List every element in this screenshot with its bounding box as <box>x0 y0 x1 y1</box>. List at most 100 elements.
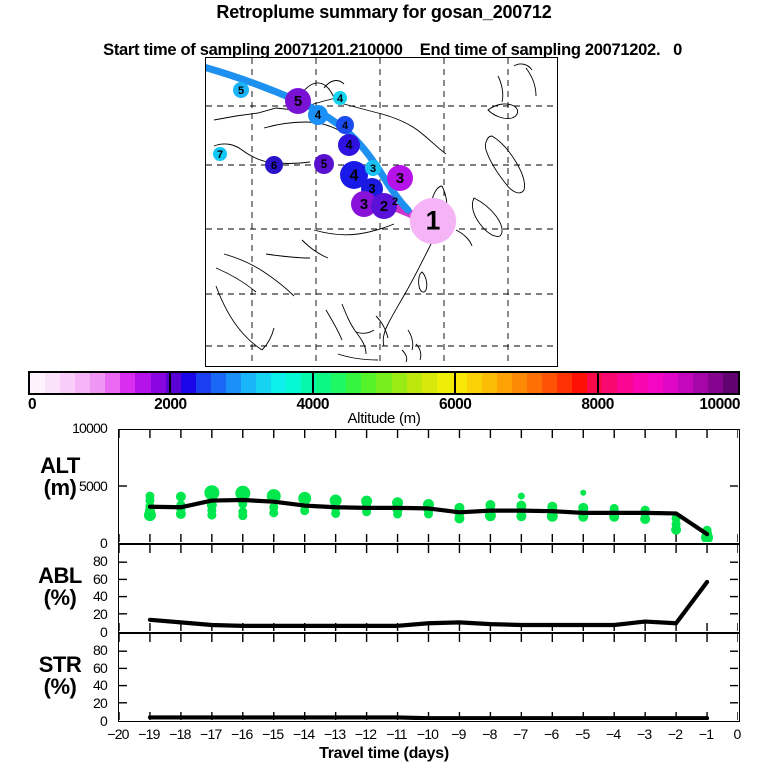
colorbar-band-0 <box>30 373 46 393</box>
xtick--18: −18 <box>169 726 191 742</box>
xtick--11: −11 <box>386 726 407 742</box>
alt-point <box>145 491 155 501</box>
colorbar-band-35 <box>557 373 573 393</box>
abl-label-line1: ABL <box>38 563 82 588</box>
map-marker-6: 6 <box>265 156 283 174</box>
colorbar-gradient <box>28 371 740 395</box>
xtick--17: −17 <box>200 726 222 742</box>
abl-ytick-40: 40 <box>93 588 108 605</box>
colorbar-band-20 <box>331 373 347 393</box>
trajectory-layer <box>206 64 412 214</box>
colorbar-band-13 <box>225 373 241 393</box>
svg-text:4: 4 <box>350 166 359 184</box>
str-ytick-20: 20 <box>93 695 108 712</box>
abl-label-line2: (%) <box>43 585 77 610</box>
svg-text:4: 4 <box>337 93 344 105</box>
alt-point <box>609 503 619 513</box>
svg-text:3: 3 <box>360 196 368 213</box>
map-marker-4: 4 <box>340 161 368 189</box>
str-label-line2: (%) <box>43 674 77 699</box>
graticule-layer <box>206 58 554 363</box>
colorbar-band-40 <box>632 373 648 393</box>
alt-row-label: ALT (m) <box>8 455 112 499</box>
colorbar-band-39 <box>617 373 633 393</box>
abl-plot-panel <box>118 544 740 633</box>
colorbar-band-17 <box>286 373 302 393</box>
svg-text:4: 4 <box>342 120 349 132</box>
xtick--20: −20 <box>107 726 129 742</box>
colorbar-separator <box>454 371 457 395</box>
xtick--7: −7 <box>513 726 528 742</box>
colorbar-band-9 <box>165 373 181 393</box>
colorbar-band-34 <box>542 373 558 393</box>
colorbar-band-25 <box>406 373 422 393</box>
svg-text:6: 6 <box>271 160 277 172</box>
alt-plot-panel <box>118 429 740 544</box>
colorbar-band-14 <box>240 373 256 393</box>
alt-label-line1: ALT <box>40 453 80 478</box>
colorbar-tick-6000: 6000 <box>438 396 472 413</box>
map-marker-4: 4 <box>336 116 354 134</box>
xtick--6: −6 <box>544 726 559 742</box>
map-marker-2: 2 <box>392 196 398 208</box>
colorbar-separator <box>596 371 599 395</box>
map-marker-3: 3 <box>387 165 413 191</box>
marker-layer: 5554447465433333221 <box>213 82 456 244</box>
abl-ytick-60: 60 <box>93 570 108 587</box>
colorbar-band-5 <box>105 373 121 393</box>
alt-point <box>361 495 373 507</box>
xtick--8: −8 <box>482 726 497 742</box>
colorbar-band-36 <box>572 373 588 393</box>
colorbar-title: Altitude (m) <box>347 410 421 427</box>
colorbar-band-27 <box>436 373 452 393</box>
colorbar-separator <box>169 371 172 395</box>
xtick--4: −4 <box>606 726 621 742</box>
end-time-label: End time of sampling 20071202. <box>419 41 661 60</box>
colorbar-band-42 <box>662 373 678 393</box>
alt-point <box>298 491 312 505</box>
str-row-label: STR (%) <box>8 654 112 698</box>
xtick--13: −13 <box>323 726 346 742</box>
svg-text:2: 2 <box>392 196 398 208</box>
str-plot-graphics <box>119 634 738 720</box>
alt-point <box>485 500 496 511</box>
colorbar-band-2 <box>60 373 76 393</box>
xtick--19: −19 <box>138 726 160 742</box>
abl-plot-graphics <box>119 545 738 631</box>
svg-text:4: 4 <box>345 138 352 152</box>
map-marker-4: 4 <box>338 134 360 156</box>
colorbar-band-10 <box>180 373 196 393</box>
map-marker-3: 3 <box>365 160 381 176</box>
alt-mean-line <box>147 497 710 537</box>
colorbar-band-12 <box>210 373 226 393</box>
alt-point <box>578 502 589 513</box>
colorbar-band-24 <box>391 373 407 393</box>
xtick--12: −12 <box>354 726 377 742</box>
colorbar-band-43 <box>677 373 693 393</box>
map-marker-5: 5 <box>285 88 311 114</box>
colorbar-band-6 <box>120 373 136 393</box>
xtick--9: −9 <box>451 726 466 742</box>
altitude-colorbar <box>28 371 740 395</box>
map-marker-3: 3 <box>351 191 377 217</box>
end-time-value: 0 <box>673 41 682 60</box>
map-marker-5: 5 <box>233 82 249 98</box>
colorbar-band-37 <box>587 373 603 393</box>
alt-tickmarks <box>119 430 738 542</box>
map-marker-7: 7 <box>213 147 227 161</box>
map-marker-4: 4 <box>333 91 347 105</box>
map-marker-5: 5 <box>314 154 334 174</box>
colorbar-band-29 <box>466 373 482 393</box>
abl-row-label: ABL (%) <box>8 565 112 609</box>
colorbar-tick-4000: 4000 <box>296 396 330 413</box>
alt-point <box>580 489 587 496</box>
map-marker-2: 2 <box>371 193 397 219</box>
start-time-label: Start time of sampling 20071201.210000 <box>103 41 403 60</box>
colorbar-band-22 <box>361 373 377 393</box>
colorbar-band-16 <box>271 373 287 393</box>
abl-line <box>147 579 710 628</box>
alt-point <box>516 500 527 511</box>
xtick-0: 0 <box>733 726 742 742</box>
svg-text:7: 7 <box>217 149 223 161</box>
colorbar-band-38 <box>602 373 618 393</box>
